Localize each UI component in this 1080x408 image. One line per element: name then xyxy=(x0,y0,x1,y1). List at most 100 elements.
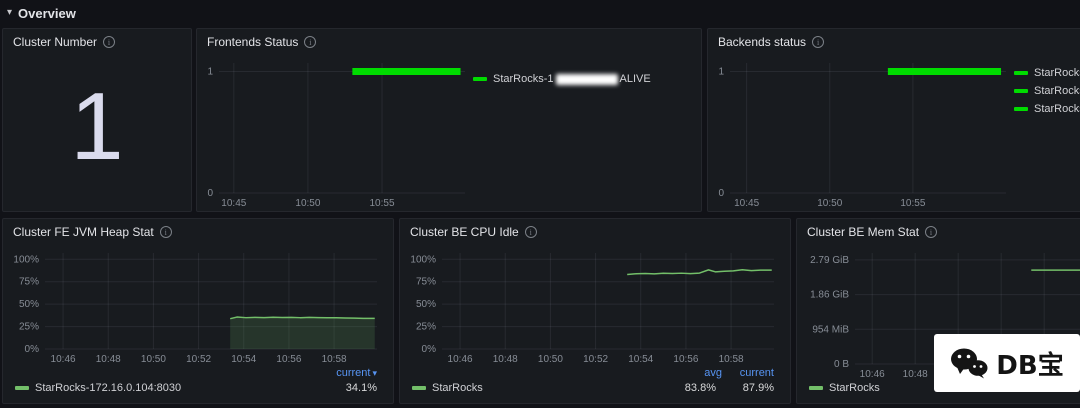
panel-be-cpu-idle: Cluster BE CPU Idle i 100% 75% 50% 25% 0% 10:… xyxy=(399,218,791,404)
panel-title: Cluster Number xyxy=(13,35,98,49)
panel-frontends-status: Frontends Status i 1 0 10:45 10:50 10:55 Sta… xyxy=(196,28,702,212)
frontends-status-chart[interactable]: 1 0 10:45 10:50 10:55 xyxy=(205,55,473,209)
series-color-dash xyxy=(15,386,29,390)
panel-header-backends-status[interactable]: Backends status i xyxy=(708,29,1080,55)
watermark: DB宝 xyxy=(934,334,1080,392)
legend-item[interactable]: StarRocks xyxy=(809,382,1080,394)
be-cpu-body: 100% 75% 50% 25% 0% 10:46 10:48 10:50 10:52 10:54… xyxy=(400,245,790,403)
panel-cluster-number: Cluster Number i 1 xyxy=(2,28,192,212)
svg-text:50%: 50% xyxy=(416,299,436,310)
svg-text:0%: 0% xyxy=(422,344,437,355)
svg-text:10:56: 10:56 xyxy=(276,354,301,365)
svg-text:10:46: 10:46 xyxy=(860,369,885,380)
svg-text:10:52: 10:52 xyxy=(583,354,608,365)
svg-text:954 MiB: 954 MiB xyxy=(812,324,849,335)
svg-text:10:45: 10:45 xyxy=(734,198,759,209)
svg-text:10:54: 10:54 xyxy=(231,354,256,365)
series-avg-value: 83.8% xyxy=(684,382,716,394)
panel-backends-status: Backends status i 1 0 10:45 10:50 10:55 Star… xyxy=(707,28,1080,212)
info-icon[interactable]: i xyxy=(812,36,825,48)
legend: StarRocks-1 ALIVE xyxy=(473,55,693,209)
svg-text:0%: 0% xyxy=(25,344,40,355)
svg-text:100%: 100% xyxy=(410,254,436,265)
series-name: StarRocks-172.16.0.104:8030 xyxy=(35,382,182,394)
legend-item[interactable]: StarRocks xyxy=(1014,67,1080,79)
panel-title: Cluster BE Mem Stat xyxy=(807,225,920,239)
svg-text:50%: 50% xyxy=(19,299,39,310)
info-icon[interactable]: i xyxy=(304,36,317,48)
svg-text:10:58: 10:58 xyxy=(719,354,744,365)
chevron-down-icon: ▾ xyxy=(372,367,377,378)
svg-text:10:50: 10:50 xyxy=(141,354,166,365)
svg-text:2.79 GiB: 2.79 GiB xyxy=(810,255,849,266)
panel-title: Backends status xyxy=(718,35,807,49)
svg-text:10:48: 10:48 xyxy=(493,354,518,365)
legend-label: StarRocks xyxy=(1034,103,1080,115)
svg-text:10:46: 10:46 xyxy=(51,354,76,365)
series-color-dash xyxy=(1014,89,1028,93)
legend-item[interactable]: StarRocks 83.8% 87.9% xyxy=(412,382,774,394)
panel-header-cluster-number[interactable]: Cluster Number i xyxy=(3,29,191,55)
svg-text:10:56: 10:56 xyxy=(673,354,698,365)
legend-item[interactable]: StarRocks xyxy=(1014,85,1080,97)
series-current-value: 87.9% xyxy=(742,382,774,394)
svg-text:10:58: 10:58 xyxy=(322,354,347,365)
svg-text:1: 1 xyxy=(207,67,213,78)
series-color-dash xyxy=(473,77,487,81)
svg-text:10:50: 10:50 xyxy=(295,198,320,209)
legend-sort-header[interactable]: avg current xyxy=(704,367,774,379)
legend-item[interactable]: StarRocks xyxy=(1014,103,1080,115)
svg-text:10:55: 10:55 xyxy=(900,198,925,209)
svg-text:75%: 75% xyxy=(416,277,436,288)
dashboard-row-overview[interactable]: ▾ Overview xyxy=(7,4,76,22)
svg-text:10:46: 10:46 xyxy=(448,354,473,365)
legend: StarRocks xyxy=(805,380,1080,401)
svg-text:100%: 100% xyxy=(13,254,39,265)
stat-value: 1 xyxy=(70,73,124,180)
panel-header-frontends-status[interactable]: Frontends Status i xyxy=(197,29,701,55)
svg-text:10:48: 10:48 xyxy=(96,354,121,365)
panel-header-fe-jvm[interactable]: Cluster FE JVM Heap Stat i xyxy=(3,219,393,245)
panel-header-be-mem[interactable]: Cluster BE Mem Stat i xyxy=(797,219,1080,245)
svg-text:0: 0 xyxy=(207,188,213,199)
svg-text:0: 0 xyxy=(718,188,724,199)
svg-text:10:45: 10:45 xyxy=(221,198,246,209)
panel-title: Cluster FE JVM Heap Stat xyxy=(13,225,154,239)
panel-title: Frontends Status xyxy=(207,35,299,49)
series-color-dash xyxy=(1014,71,1028,75)
wechat-icon xyxy=(951,348,988,379)
be-cpu-chart[interactable]: 100% 75% 50% 25% 0% 10:46 10:48 10:50 10:52 10:54… xyxy=(408,245,782,365)
legend-item[interactable]: StarRocks-172.16.0.104:8030 34.1% xyxy=(15,382,377,394)
info-icon[interactable]: i xyxy=(159,226,172,238)
frontends-status-body: 1 0 10:45 10:50 10:55 StarRocks-1 ALIVE xyxy=(197,55,701,211)
svg-text:10:50: 10:50 xyxy=(538,354,563,365)
legend: StarRocks StarRocks StarRocks xyxy=(1014,55,1080,209)
series-color-dash xyxy=(809,386,823,390)
svg-text:10:54: 10:54 xyxy=(628,354,653,365)
svg-text:0 B: 0 B xyxy=(834,359,849,370)
series-current-value: 34.1% xyxy=(345,382,377,394)
info-icon[interactable]: i xyxy=(925,226,938,238)
legend-label: StarRocks xyxy=(1034,85,1080,97)
svg-text:25%: 25% xyxy=(19,322,39,333)
panel-header-be-cpu[interactable]: Cluster BE CPU Idle i xyxy=(400,219,790,245)
legend-item[interactable]: StarRocks-1 ALIVE xyxy=(473,73,693,85)
svg-text:75%: 75% xyxy=(19,277,39,288)
fe-jvm-chart[interactable]: 100% 75% 50% 25% 0% 10:46 10:48 10:50 10:52 10:54… xyxy=(11,245,385,365)
fe-jvm-body: 100% 75% 50% 25% 0% 10:46 10:48 10:50 10:52 10:54… xyxy=(3,245,393,403)
info-icon[interactable]: i xyxy=(103,36,116,48)
legend-label: StarRocks xyxy=(1034,67,1080,79)
panel-title: Cluster BE CPU Idle xyxy=(410,225,519,239)
svg-text:10:50: 10:50 xyxy=(817,198,842,209)
redacted-block xyxy=(555,73,618,85)
svg-text:1.86 GiB: 1.86 GiB xyxy=(810,290,849,301)
backends-status-chart[interactable]: 1 0 10:45 10:50 10:55 xyxy=(716,55,1014,209)
backends-status-body: 1 0 10:45 10:50 10:55 StarRocks StarRocks St… xyxy=(708,55,1080,211)
series-color-dash xyxy=(412,386,426,390)
legend-sort-header[interactable]: current ▾ xyxy=(336,367,377,379)
info-icon[interactable]: i xyxy=(524,226,537,238)
series-color-dash xyxy=(1014,107,1028,111)
svg-text:10:52: 10:52 xyxy=(186,354,211,365)
legend: current ▾ StarRocks-172.16.0.104:8030 34… xyxy=(11,365,385,401)
